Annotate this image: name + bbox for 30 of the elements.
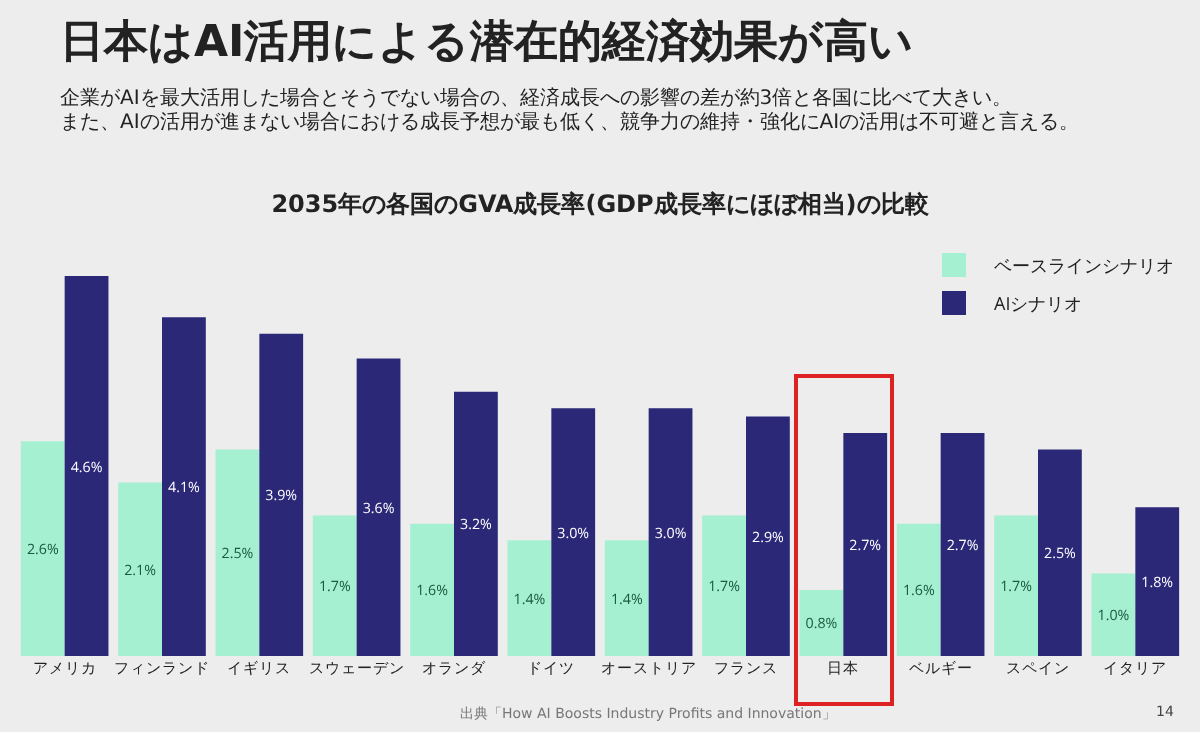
legend-label: AIシナリオ: [994, 290, 1083, 317]
bar: [20, 441, 65, 656]
chart-title: 日本はAI活用による潜在的経済効果が高い: [60, 15, 915, 72]
text: また、AIの活用が進まない場合における成長予想が最も低く、競争力の維持・強化にAIの活用は不可避と言える。: [60, 112, 1080, 136]
bar: [454, 391, 498, 656]
bar: [843, 432, 888, 656]
bar: [507, 540, 552, 656]
legend-label: ベースラインシナリオ: [994, 252, 1174, 279]
bar: [410, 523, 454, 656]
bar: [994, 515, 1038, 656]
x-axis-title: 2035年の各国のGVA成長率(GDP成長率にほぼ相当)の比較: [269, 188, 931, 222]
chart-subtitle: 企業がAIを最大活用した場合とそうでない場合の、経済成長への影響の差が約3倍と各国に比べて大きい。: [60, 88, 1013, 111]
bar: [799, 589, 844, 656]
bar: [702, 515, 746, 656]
bar: [1135, 507, 1180, 656]
bar: [746, 416, 790, 656]
bar: [1038, 449, 1082, 656]
bar: [215, 449, 260, 656]
bar: [118, 482, 162, 656]
bar: [312, 515, 357, 656]
bar: [648, 408, 693, 656]
bar: [1091, 573, 1136, 656]
bar: [64, 276, 109, 656]
bar: [259, 333, 304, 656]
bar: [162, 317, 206, 656]
bar: [896, 523, 941, 656]
bar: [940, 432, 985, 656]
bar: [551, 408, 596, 656]
bar: [356, 358, 401, 656]
bar: [604, 540, 649, 656]
